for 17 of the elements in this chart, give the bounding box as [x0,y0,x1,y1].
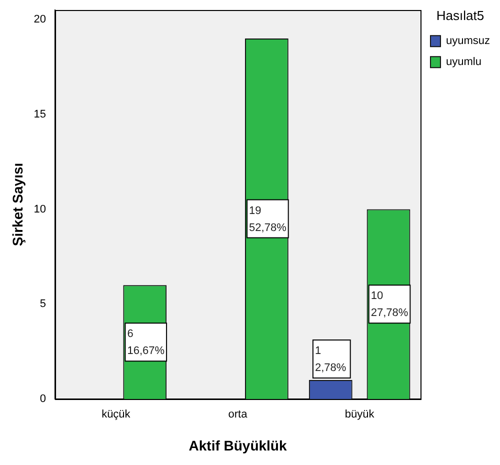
y-tick-label: 10 [34,203,46,216]
legend-title: Hasılat5 [436,8,484,24]
legend-label: uyumsuz [446,35,490,48]
y-tick-label: 20 [34,14,46,26]
x-tick-label: büyük [344,408,375,421]
data-label: 10 27,78% [370,290,408,320]
x-axis-title: Aktif Büyüklük [188,437,287,454]
data-label: 19 52,78% [249,204,287,234]
data-label: 1 2,78% [314,345,346,374]
x-tick-label: orta [228,408,248,421]
y-tick-label: 0 [40,393,46,406]
y-tick-label: 5 [40,298,46,310]
y-tick-label: 15 [34,108,46,120]
legend-label: uyumlu [446,56,482,68]
data-label: 6 16,67% [127,328,165,358]
x-tick-label: küçük [102,408,131,421]
y-axis-title: Şirket Sayısı [9,162,26,246]
